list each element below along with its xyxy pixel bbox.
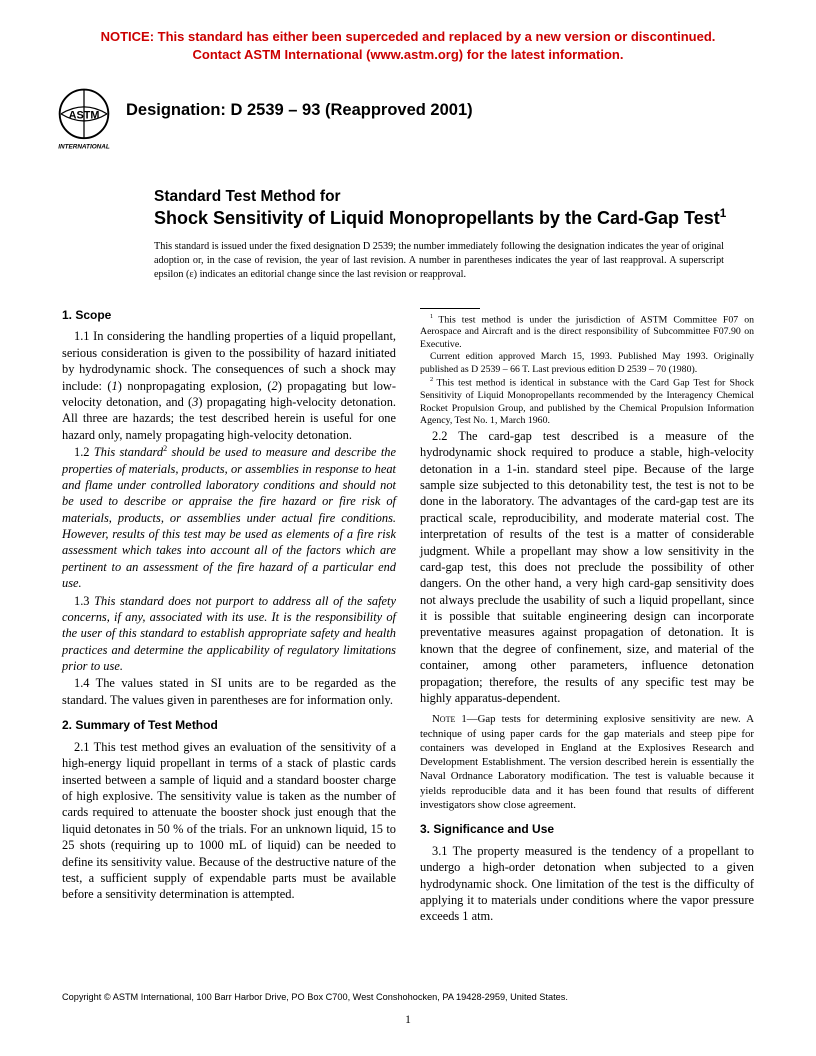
- header-row: ASTM INTERNATIONAL Designation: D 2539 –…: [52, 87, 754, 151]
- section-1-head: 1. Scope: [62, 308, 396, 324]
- title-superscript: 1: [720, 207, 727, 220]
- title-main: Shock Sensitivity of Liquid Monopropella…: [154, 208, 720, 228]
- notice-banner: NOTICE: This standard has either been su…: [62, 28, 754, 63]
- notice-line-1: NOTICE: This standard has either been su…: [101, 29, 716, 44]
- section-3-head: 3. Significance and Use: [420, 822, 754, 838]
- para-3-1: 3.1 The property measured is the tendenc…: [420, 843, 754, 925]
- para-1-3: 1.3 This standard does not purport to ad…: [62, 593, 396, 675]
- para-1-1: 1.1 In considering the handling properti…: [62, 328, 396, 443]
- footnote-block: 1 This test method is under the jurisdic…: [420, 308, 754, 428]
- notice-line-2: Contact ASTM International (www.astm.org…: [193, 47, 624, 62]
- para-1-2: 1.2 This standard2 should be used to mea…: [62, 444, 396, 592]
- issuance-note: This standard is issued under the fixed …: [154, 240, 724, 281]
- page-number: 1: [0, 1014, 816, 1026]
- footnote-1b: Current edition approved March 15, 1993.…: [420, 351, 754, 376]
- svg-text:ASTM: ASTM: [69, 109, 100, 121]
- footnote-rule: [420, 308, 480, 309]
- note-1: Note 1—Gap tests for determining explosi…: [420, 712, 754, 812]
- section-2-head: 2. Summary of Test Method: [62, 718, 396, 734]
- para-2-1: 2.1 This test method gives an evaluation…: [62, 739, 396, 903]
- title-line-1: Standard Test Method for: [154, 187, 754, 207]
- title-line-2: Shock Sensitivity of Liquid Monopropella…: [154, 207, 754, 230]
- body-columns: 1. Scope 1.1 In considering the handling…: [62, 308, 754, 925]
- designation: Designation: D 2539 – 93 (Reapproved 200…: [126, 101, 473, 120]
- svg-text:INTERNATIONAL: INTERNATIONAL: [58, 144, 110, 151]
- title-block: Standard Test Method for Shock Sensitivi…: [154, 187, 754, 230]
- astm-logo-icon: ASTM INTERNATIONAL: [52, 87, 116, 151]
- footnote-2: 2 This test method is identical in subst…: [420, 376, 754, 427]
- para-1-4: 1.4 The values stated in SI units are to…: [62, 675, 396, 708]
- footnote-1: 1 This test method is under the jurisdic…: [420, 313, 754, 352]
- copyright-line: Copyright © ASTM International, 100 Barr…: [62, 992, 754, 1002]
- para-2-2: 2.2 The card-gap test described is a mea…: [420, 428, 754, 706]
